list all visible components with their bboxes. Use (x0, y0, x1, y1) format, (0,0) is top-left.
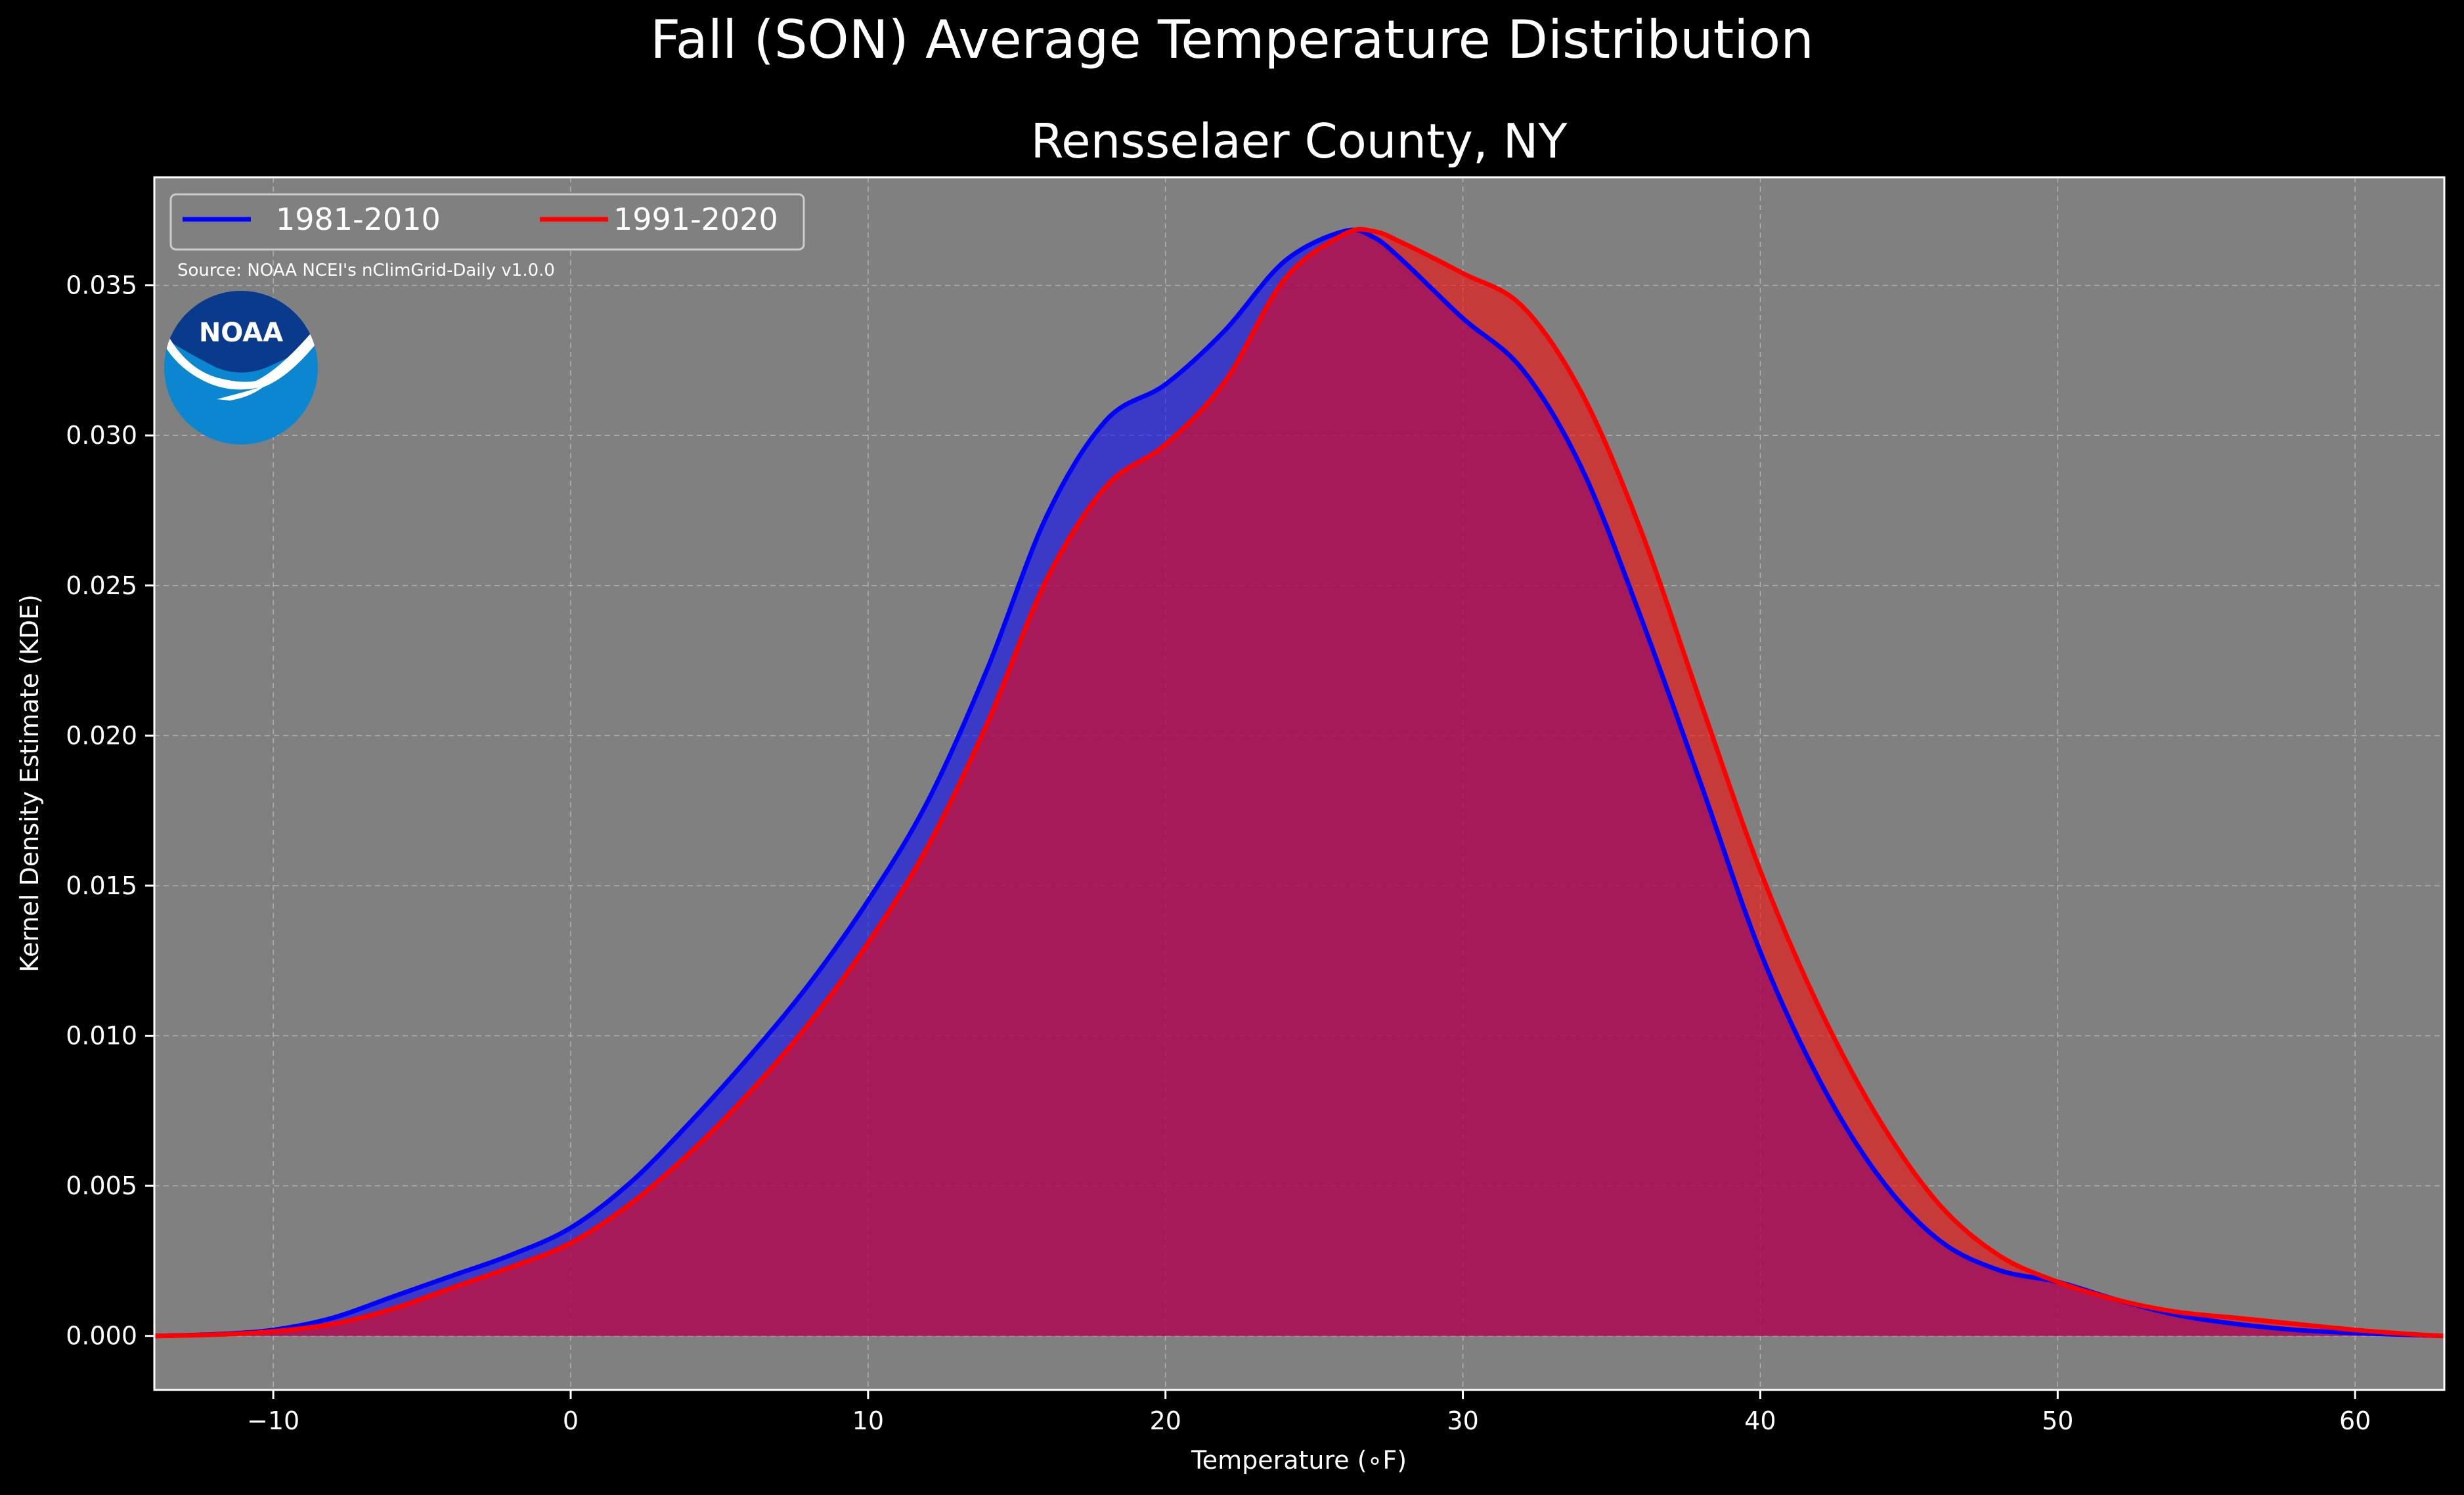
y-tick-label: 0.010 (66, 1022, 137, 1051)
y-tick-label: 0.015 (66, 871, 137, 900)
source-note: Source: NOAA NCEI's nClimGrid-Daily v1.0… (177, 261, 555, 280)
y-tick-label: 0.035 (66, 271, 137, 300)
legend: 1981-2010 1991-2020 (169, 193, 805, 251)
y-tick-label: 0.000 (66, 1322, 137, 1351)
legend-label-1991-2020: 1991-2020 (613, 202, 778, 237)
series-line-1981-2010 (154, 227, 2445, 1339)
series-line-1991-2020 (154, 227, 2445, 1339)
x-tick-label: 30 (1447, 1406, 1478, 1435)
series-layer (154, 227, 2445, 1339)
x-tick-label: 10 (852, 1406, 884, 1435)
y-tick-label: 0.030 (66, 421, 137, 450)
x-tick-label: 20 (1150, 1406, 1181, 1435)
x-tick-label: 60 (2339, 1406, 2371, 1435)
x-axis-label: Temperature (∘F) (1191, 1446, 1407, 1475)
x-tick-label: 50 (2042, 1406, 2073, 1435)
area-1991-2020 (154, 229, 2444, 1336)
y-tick-label: 0.025 (66, 571, 137, 600)
chart-title: Fall (SON) Average Temperature Distribut… (650, 9, 1814, 70)
axis-ticks: −10 0 10 20 30 40 50 60 0.000 0.005 0.010 0.015 0.02… (66, 271, 2371, 1435)
legend-label-1981-2010: 1981-2010 (276, 202, 441, 237)
y-tick-label: 0.005 (66, 1171, 137, 1200)
x-tick-label: 40 (1744, 1406, 1776, 1435)
plot-frame (153, 176, 2446, 1391)
y-tick-label: 0.020 (66, 721, 137, 750)
x-tick-label: 0 (563, 1406, 579, 1435)
x-tick-label: −10 (247, 1406, 299, 1435)
noaa-logo-icon: NOAA (164, 291, 318, 444)
chart-subtitle: Rensselaer County, NY (1031, 114, 1568, 169)
noaa-logo-text: NOAA (199, 318, 283, 348)
y-axis-label: Kernel Density Estimate (KDE) (15, 594, 44, 972)
legend-box (169, 193, 805, 251)
